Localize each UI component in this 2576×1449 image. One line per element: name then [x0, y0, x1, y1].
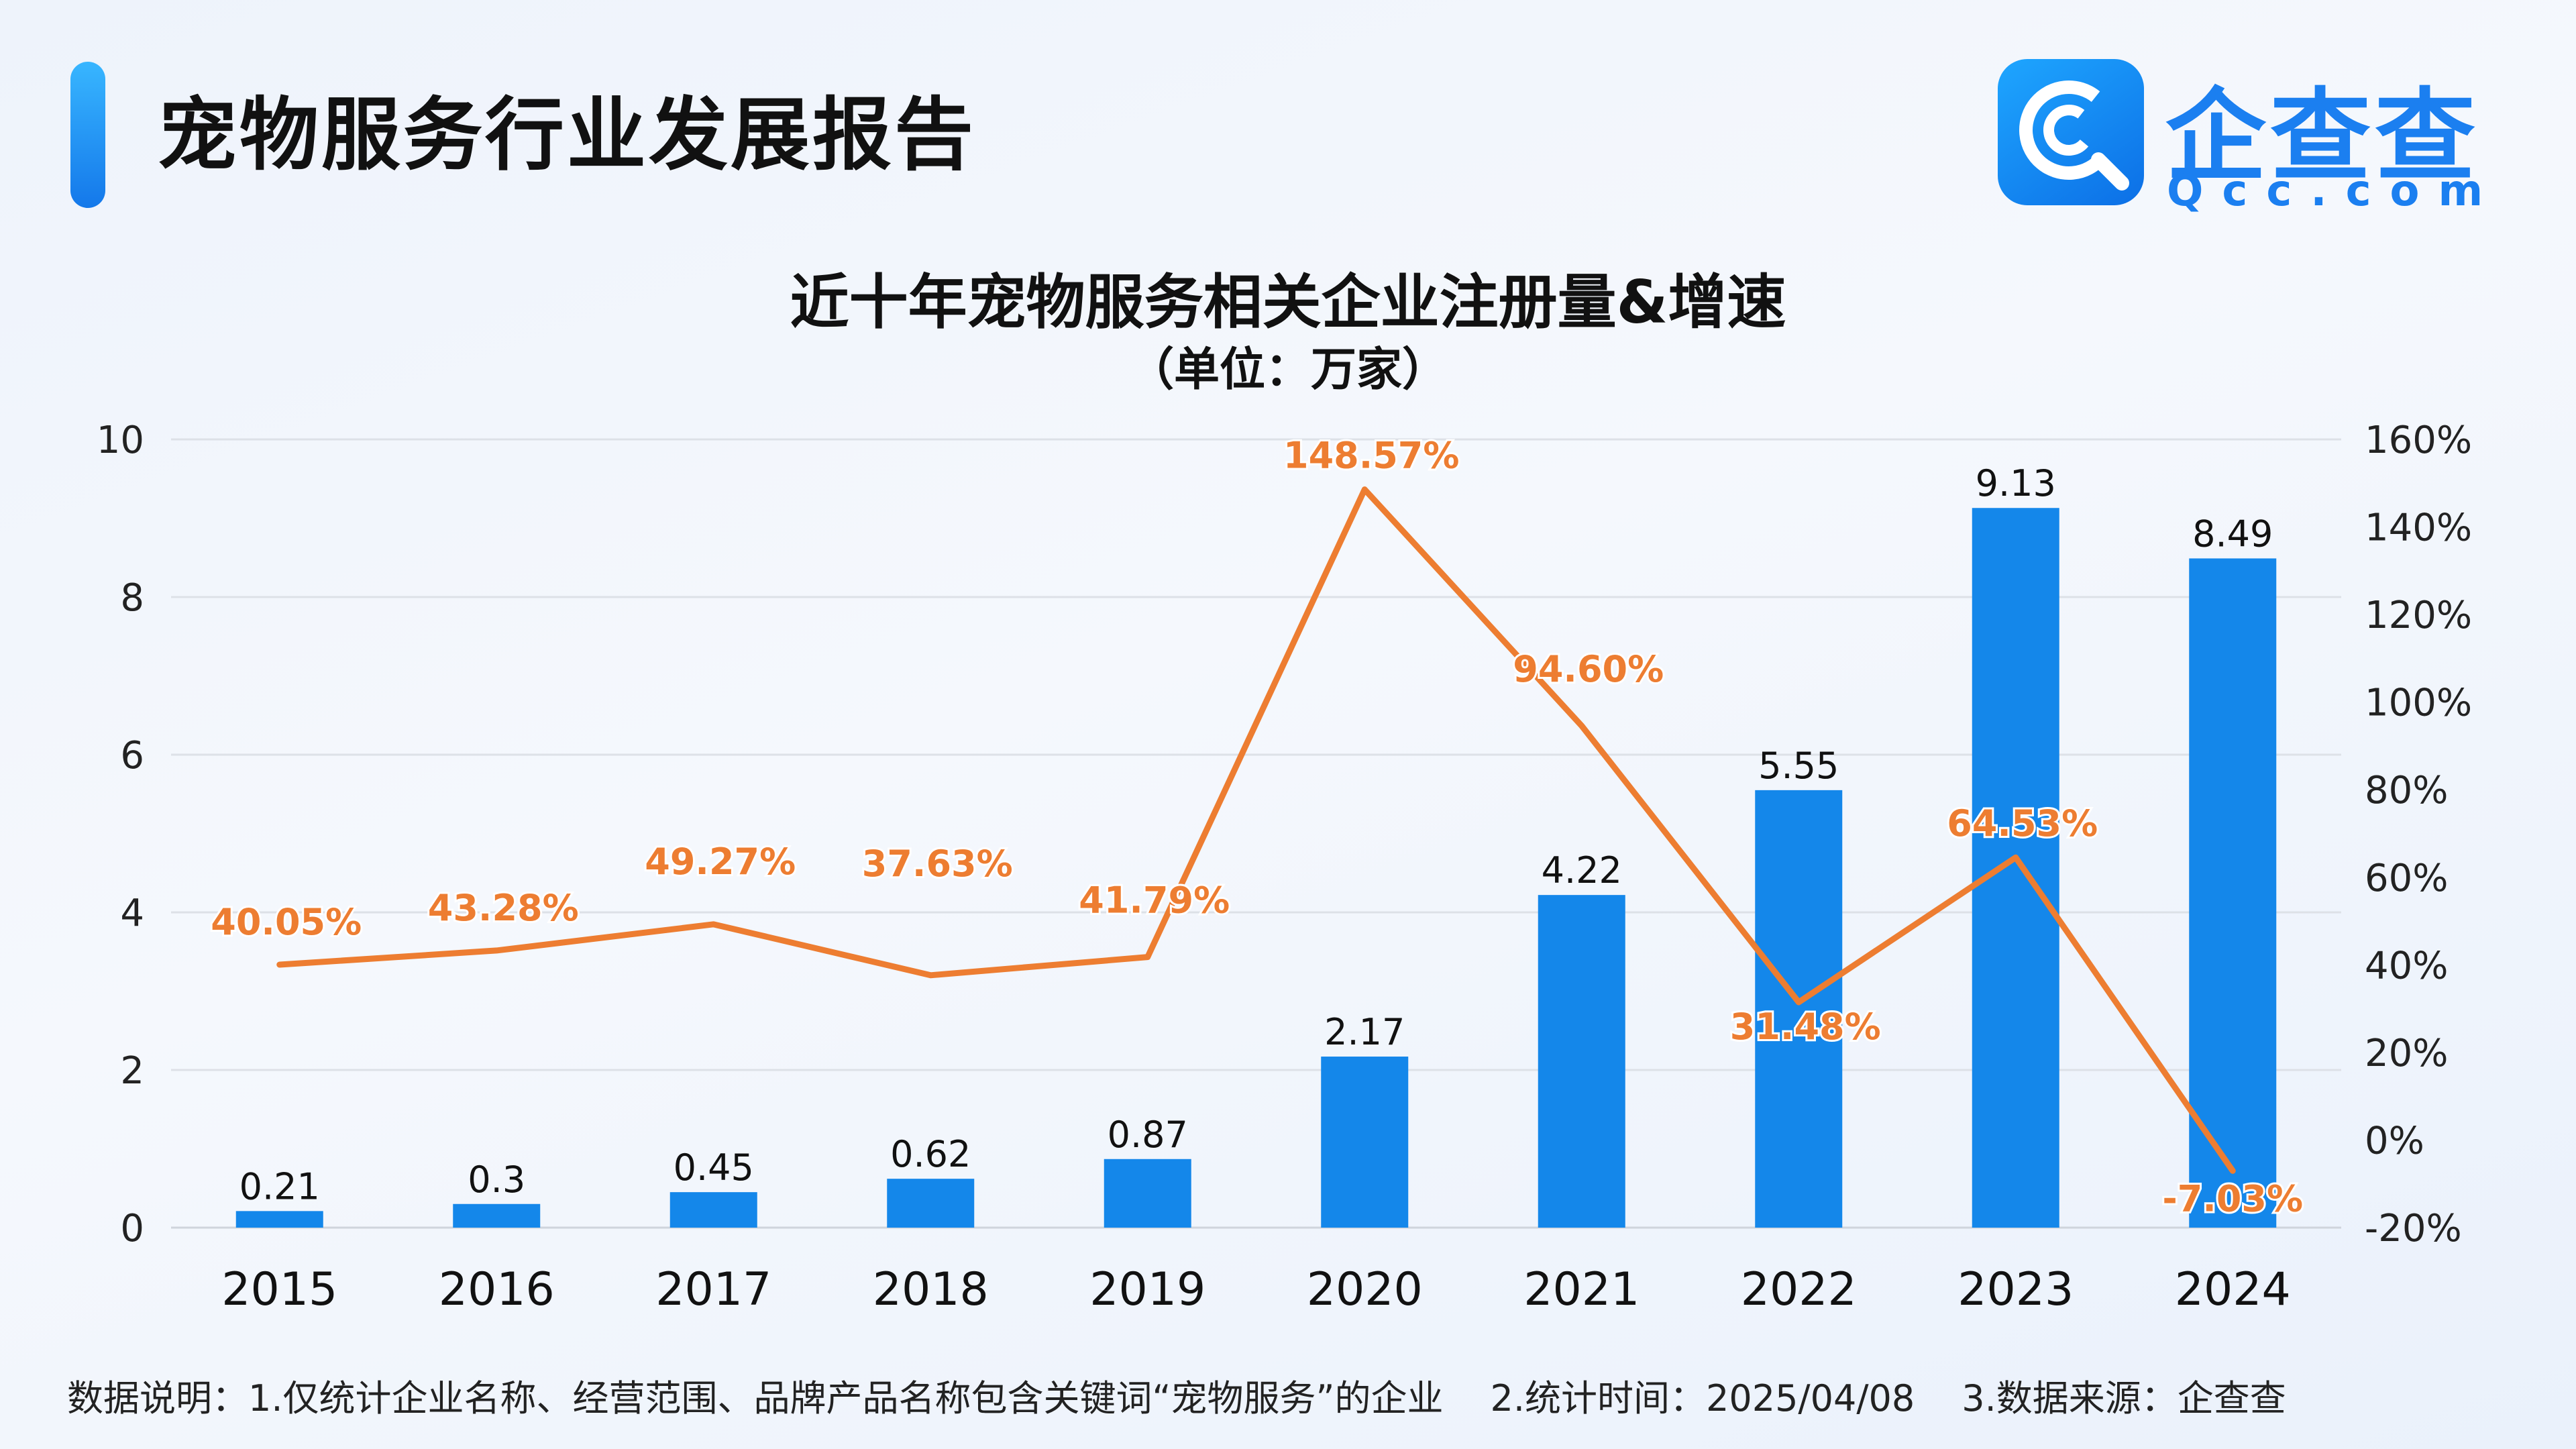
footnote-scope: 数据说明：1.仅统计企业名称、经营范围、品牌产品名称包含关键词“宠物服务”的企业 [67, 1377, 1444, 1419]
bar-value-label: 0.21 [239, 1165, 320, 1208]
x-tick-label: 2019 [1089, 1263, 1205, 1316]
qcc-logo-icon [1998, 59, 2144, 205]
x-tick-label: 2021 [1523, 1263, 1640, 1316]
bar-value-label: 5.55 [1758, 745, 1839, 787]
y-right-tick-label: -20% [2365, 1207, 2462, 1250]
growth-value-label: 64.53% [1947, 802, 2098, 845]
bar-value-label: 0.45 [674, 1146, 754, 1189]
bar [669, 1192, 757, 1228]
y-left-tick-label: 8 [120, 576, 144, 620]
growth-point [1796, 999, 1802, 1005]
y-right-tick-label: 60% [2365, 857, 2448, 900]
growth-point [494, 947, 500, 953]
growth-value-label: 41.79% [1079, 879, 1230, 922]
footnote-source: 3.数据来源：企查查 [1962, 1377, 2286, 1419]
growth-point [928, 972, 934, 978]
bar [235, 1211, 323, 1228]
y-right-tick-label: 160% [2365, 419, 2472, 462]
x-tick-label: 2024 [2175, 1263, 2291, 1316]
growth-point [710, 921, 716, 927]
growth-value-label: 40.05% [211, 901, 362, 943]
y-right-tick-label: 120% [2365, 594, 2472, 637]
growth-point [2012, 855, 2019, 861]
footnote-date: 2.统计时间：2025/04/08 [1490, 1377, 1915, 1419]
bar-value-label: 4.22 [1542, 849, 1622, 892]
qcc-logo: 企查查 Qcc.com [1998, 59, 2483, 216]
bar-value-label: 9.13 [1976, 462, 2056, 504]
bar [1972, 508, 2059, 1228]
bar [1755, 790, 1843, 1228]
growth-point [276, 962, 282, 968]
y-left-tick-label: 4 [120, 892, 144, 935]
x-tick-label: 2022 [1741, 1263, 1857, 1316]
y-right-tick-label: 140% [2365, 506, 2472, 550]
y-left-tick-label: 0 [120, 1207, 144, 1250]
chart-title: 近十年宠物服务相关企业注册量&增速 [790, 268, 1786, 337]
growth-value-label: 94.60% [1513, 648, 1664, 690]
growth-value-label: 49.27% [645, 841, 796, 883]
growth-point [1144, 954, 1150, 960]
y-left-tick-label: 2 [120, 1049, 144, 1093]
growth-value-label: -7.03% [2162, 1177, 2303, 1220]
x-tick-label: 2018 [873, 1263, 989, 1316]
bar [2189, 558, 2277, 1228]
bar-value-label: 0.3 [468, 1159, 525, 1201]
bar [1104, 1159, 1191, 1228]
y-right-tick-label: 80% [2365, 769, 2448, 812]
bar-value-label: 0.87 [1108, 1114, 1188, 1156]
growth-value-label: 43.28% [428, 887, 579, 929]
growth-point [1362, 486, 1368, 492]
logo-domain: Qcc.com [2167, 166, 2502, 216]
growth-line [276, 486, 2236, 1174]
growth-value-label: 37.63% [862, 843, 1013, 885]
bar [1538, 895, 1625, 1228]
y-right-tick-label: 100% [2365, 682, 2472, 725]
growth-value-label: 148.57% [1283, 435, 1460, 477]
x-tick-label: 2015 [221, 1263, 337, 1316]
growth-value-label: 31.48% [1730, 1006, 1881, 1048]
y-right-tick-label: 40% [2365, 944, 2448, 987]
bar-value-label: 8.49 [2192, 513, 2273, 555]
x-tick-label: 2020 [1307, 1263, 1423, 1316]
growth-point [2230, 1168, 2236, 1174]
y-left-tick-label: 10 [97, 419, 144, 462]
logo-name: 企查查 [2165, 78, 2480, 195]
growth-point [1578, 722, 1585, 729]
bar-value-label: 2.17 [1324, 1011, 1405, 1053]
y-right-tick-label: 0% [2365, 1119, 2424, 1163]
report-title: 宠物服务行业发展报告 [158, 89, 977, 181]
bar-value-label: 0.62 [890, 1133, 971, 1175]
footnote: 数据说明：1.仅统计企业名称、经营范围、品牌产品名称包含关键词“宠物服务”的企业… [67, 1368, 2333, 1421]
x-tick-label: 2017 [655, 1263, 771, 1316]
y-left-tick-label: 6 [120, 734, 144, 777]
bar [1321, 1057, 1409, 1228]
chart-subtitle: （单位：万家） [1128, 343, 1448, 396]
bar [453, 1203, 541, 1228]
x-tick-label: 2023 [1957, 1263, 2074, 1316]
y-right-tick-label: 20% [2365, 1032, 2448, 1075]
x-tick-label: 2016 [439, 1263, 555, 1316]
title-accent-bar [70, 62, 105, 208]
bar [887, 1179, 975, 1228]
